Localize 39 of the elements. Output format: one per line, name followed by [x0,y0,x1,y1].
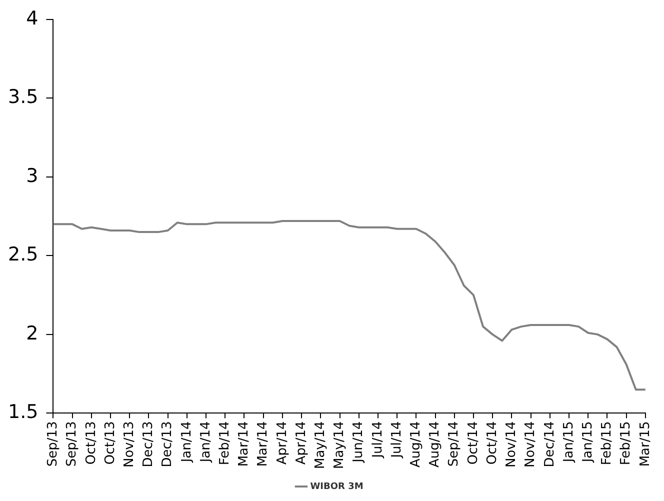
x-tick-label: Feb/15 [600,421,615,466]
x-tick-label: Mar/14 [236,421,252,467]
x-tick-label: Nov/14 [523,421,538,468]
x-tick-label: Mar/14 [256,421,271,467]
x-tick-label: May/14 [313,421,328,470]
x-tick-label: Apr/14 [294,421,309,465]
x-tick-label: Nov/14 [504,421,520,468]
x-tick-label: Oct/13 [84,421,99,465]
x-tick-label: Mar/15 [638,421,653,467]
x-tick-label: Feb/14 [218,421,233,466]
x-tick-label: Dec/14 [542,421,558,468]
x-tick-label: May/14 [332,421,348,470]
x-tick-label: Jul/14 [389,421,404,459]
x-tick-label: Nov/13 [122,421,137,468]
x-tick-label: Jan/14 [179,421,194,464]
x-tick-label: Jan/15 [580,421,596,464]
y-tick-label: 1.5 [8,401,38,424]
x-tick-label: Apr/14 [274,421,290,465]
x-tick-label: Jan/15 [561,421,576,464]
legend-label: WIBOR 3M [310,482,364,492]
x-tick-label: Aug/14 [408,421,424,468]
x-tick-label: Sep/13 [46,421,61,467]
x-tick-label: Jul/14 [370,421,386,459]
y-tick-label: 2 [26,322,38,344]
x-tick-label: Dec/13 [141,421,156,468]
x-tick-label: Feb/15 [618,421,634,466]
x-tick-label: Oct/14 [484,421,500,465]
y-tick-label: 2.5 [8,244,38,266]
y-tick-label: 4 [26,7,38,30]
x-tick-label: Oct/13 [102,421,118,465]
x-tick-label: Sep/14 [446,421,462,467]
y-tick-label: 3 [26,164,38,187]
x-tick-label: Aug/14 [428,421,443,468]
x-tick-label: Jan/14 [198,421,214,464]
y-tick-label: 3.5 [8,86,38,108]
x-tick-label: Sep/13 [64,421,80,467]
x-tick-label: Dec/13 [160,421,176,468]
x-tick-label: Jun/14 [351,421,366,464]
x-tick-label: Oct/14 [466,421,481,465]
